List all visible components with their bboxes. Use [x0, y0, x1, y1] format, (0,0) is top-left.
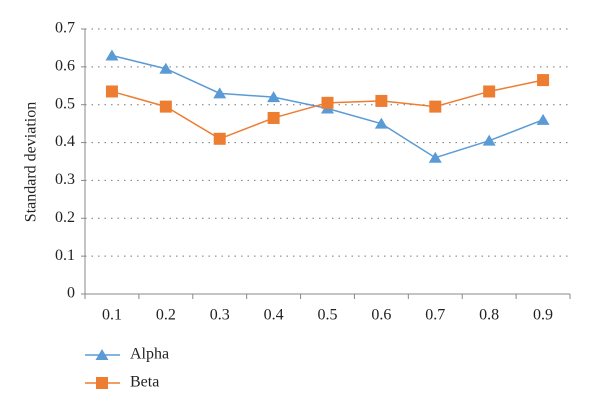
x-tick-label: 0.5 — [318, 307, 338, 324]
legend-label: Beta — [130, 374, 159, 391]
marker — [159, 62, 173, 74]
marker — [159, 100, 172, 113]
x-tick-label: 0.1 — [102, 307, 122, 324]
y-tick-label: 0.1 — [55, 247, 75, 264]
x-tick-label: 0.3 — [210, 307, 230, 324]
y-tick-label: 0.3 — [55, 171, 75, 188]
y-tick-label: 0.6 — [55, 58, 75, 75]
marker — [429, 100, 442, 113]
marker — [375, 94, 388, 107]
x-tick-label: 0.6 — [371, 307, 391, 324]
marker — [105, 85, 118, 98]
y-tick-label: 0.2 — [55, 209, 75, 226]
marker — [213, 87, 227, 99]
marker — [482, 134, 496, 146]
y-axis-label: Standard deviation — [23, 102, 40, 222]
legend-label: Alpha — [130, 346, 169, 363]
marker — [428, 151, 442, 163]
x-tick-label: 0.2 — [156, 307, 176, 324]
marker — [321, 96, 334, 109]
x-tick-label: 0.4 — [264, 307, 284, 324]
marker — [374, 117, 388, 129]
y-tick-label: 0.7 — [55, 20, 75, 37]
legend-marker — [95, 349, 109, 360]
marker — [213, 132, 226, 145]
marker — [267, 111, 280, 124]
marker — [536, 113, 550, 125]
x-tick-label: 0.8 — [479, 307, 499, 324]
y-tick-label: 0 — [67, 285, 75, 302]
legend-marker — [96, 377, 108, 389]
marker — [267, 91, 281, 103]
marker — [105, 49, 119, 61]
x-tick-label: 0.7 — [425, 307, 445, 324]
marker — [537, 74, 550, 87]
y-tick-label: 0.5 — [55, 95, 75, 112]
y-tick-label: 0.4 — [55, 133, 75, 150]
marker — [483, 85, 496, 98]
x-tick-label: 0.9 — [533, 307, 553, 324]
